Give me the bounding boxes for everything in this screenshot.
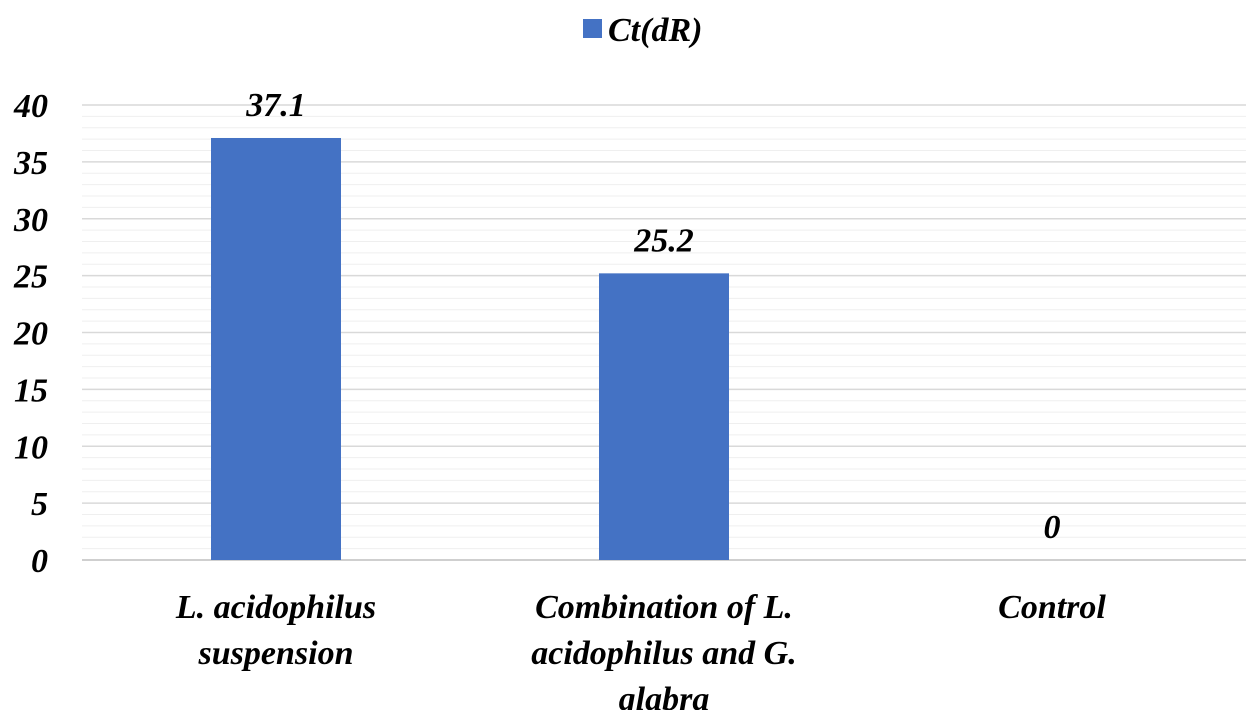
bar: [599, 273, 729, 560]
legend: Ct(dR): [583, 12, 702, 49]
y-axis: 0 5 10 15 20 25 30 35 40: [13, 88, 48, 580]
y-tick-label: 20: [13, 316, 48, 353]
x-category-label: acidophilus and G.: [531, 635, 796, 672]
x-category-label: Combination of L.: [535, 589, 793, 626]
data-label: 25.2: [633, 222, 694, 259]
data-label: 0: [1044, 509, 1061, 546]
y-tick-label: 15: [14, 372, 48, 409]
x-axis: L. acidophilus suspension Combination of L…: [175, 589, 1107, 710]
data-label: 37.1: [245, 87, 306, 124]
legend-label: Ct(dR): [608, 12, 702, 49]
y-tick-label: 25: [13, 259, 48, 296]
y-tick-label: 5: [31, 486, 48, 523]
x-category-label: L. acidophilus: [175, 589, 376, 626]
y-tick-label: 10: [14, 429, 48, 466]
x-category-label: Control: [998, 589, 1106, 626]
x-category-label: glabra: [618, 681, 710, 710]
y-tick-label: 0: [31, 543, 48, 580]
legend-swatch: [583, 19, 602, 38]
bars: [211, 137, 729, 561]
y-tick-label: 35: [13, 145, 48, 182]
y-tick-label: 40: [13, 88, 48, 125]
x-category-label: suspension: [198, 635, 354, 672]
data-labels: 37.1 25.2 0: [245, 87, 1060, 546]
y-tick-label: 30: [13, 202, 48, 239]
bar: [211, 137, 341, 561]
